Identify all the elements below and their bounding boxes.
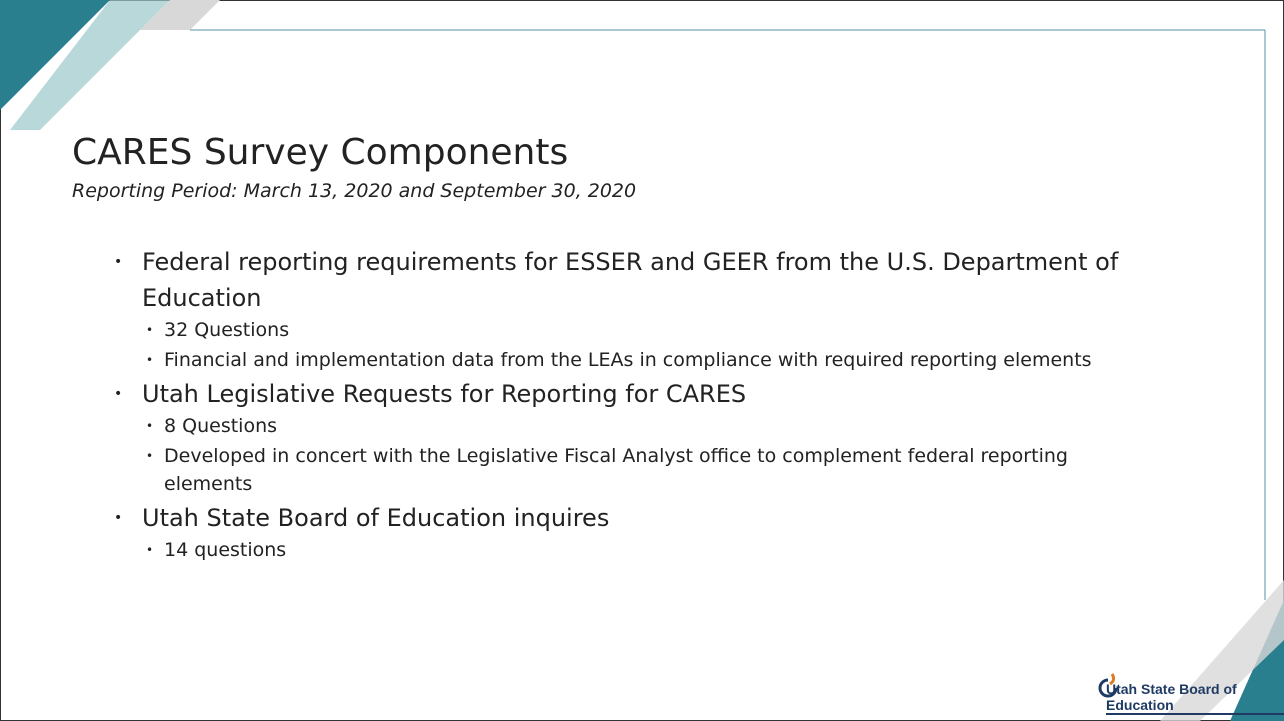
bullet: Utah Legislative Requests for Reporting … bbox=[114, 376, 1142, 498]
sub-list: 8 QuestionsDeveloped in concert with the… bbox=[146, 412, 1142, 498]
bullet-text: Utah Legislative Requests for Reporting … bbox=[142, 380, 747, 408]
sub-list: 32 QuestionsFinancial and implementation… bbox=[146, 316, 1142, 374]
sub-bullet: Developed in concert with the Legislativ… bbox=[146, 442, 1142, 498]
bullet-list: Federal reporting requirements for ESSER… bbox=[114, 244, 1142, 566]
sub-list: 14 questions bbox=[146, 536, 1142, 564]
bullet-text: Utah State Board of Education inquires bbox=[142, 504, 610, 532]
sub-bullet: 14 questions bbox=[146, 536, 1142, 564]
sub-bullet: Financial and implementation data from t… bbox=[146, 346, 1142, 374]
subtitle: Reporting Period: March 13, 2020 and Sep… bbox=[72, 180, 637, 202]
title: CARES Survey Components bbox=[72, 132, 569, 173]
bullet-text: Federal reporting requirements for ESSER… bbox=[142, 248, 1119, 312]
logo: Utah State Board of Education bbox=[1106, 681, 1284, 715]
sub-bullet: 32 Questions bbox=[146, 316, 1142, 344]
sub-bullet: 8 Questions bbox=[146, 412, 1142, 440]
bullet: Utah State Board of Education inquires 14… bbox=[114, 500, 1142, 564]
bullet: Federal reporting requirements for ESSER… bbox=[114, 244, 1142, 374]
